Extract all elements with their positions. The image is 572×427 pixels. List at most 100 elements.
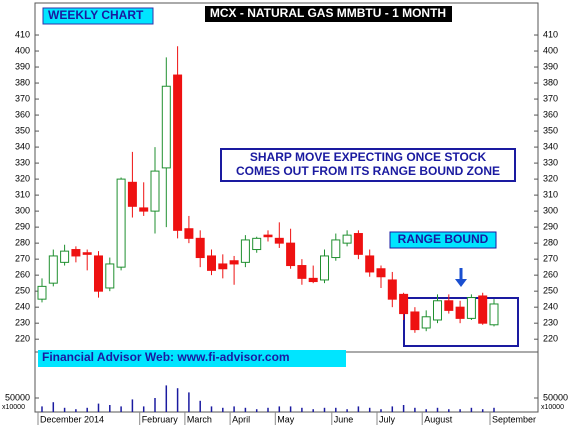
candle-body <box>263 234 273 238</box>
candle-body <box>320 255 329 281</box>
candle-body <box>127 181 137 207</box>
annotations: WEEKLY CHART MCX - NATURAL GAS MMBTU - 1… <box>38 6 516 367</box>
candle-body <box>274 237 284 244</box>
x-tick-label: May <box>277 414 295 424</box>
candle-body <box>365 255 375 273</box>
y-tick-label: 390 <box>543 61 558 71</box>
candle-body <box>466 297 476 319</box>
y-tick-label: 360 <box>15 109 30 119</box>
y-tick-label: 250 <box>15 286 30 296</box>
y-tick-label: 270 <box>543 254 558 264</box>
candle-body <box>297 265 307 279</box>
candle-body <box>342 234 352 244</box>
volume-unit: x10000 <box>541 404 564 411</box>
annotation: SHARP MOVE EXPECTING ONCE STOCK <box>250 150 487 164</box>
y-tick-label: 290 <box>543 222 558 232</box>
y-tick-label: 350 <box>543 125 558 135</box>
down-arrow <box>455 268 467 287</box>
y-tick-label: 350 <box>15 125 30 135</box>
range-box <box>403 297 519 347</box>
candle-body <box>331 239 341 259</box>
y-tick-label: 370 <box>15 93 30 103</box>
y-tick-label: 250 <box>543 286 558 296</box>
footer: Financial Advisor Web: www.fi-advisor.co… <box>42 350 290 364</box>
volume-unit: x10000 <box>2 404 25 411</box>
candle-body <box>286 242 296 267</box>
candle-body <box>184 228 194 239</box>
candle-body <box>173 74 183 231</box>
candle-body <box>399 293 409 315</box>
x-tick-label: February <box>142 414 179 424</box>
y-tick-label: 380 <box>543 77 558 87</box>
y-tick-label: 220 <box>543 334 558 344</box>
candle-body <box>60 250 70 263</box>
candle-body <box>116 178 126 268</box>
y-tick-label: 340 <box>15 141 30 151</box>
y-tick-label: 340 <box>543 141 558 151</box>
candle-body <box>94 255 103 292</box>
x-tick-label: July <box>379 414 396 424</box>
y-tick-label: 410 <box>543 29 558 39</box>
y-tick-label: 220 <box>15 334 30 344</box>
y-tick-label: 260 <box>15 270 30 280</box>
y-tick-label: 240 <box>15 302 30 312</box>
candle-body <box>229 260 239 265</box>
y-tick-label: 330 <box>543 157 558 167</box>
candle-body <box>240 239 250 263</box>
candle-body <box>489 303 499 326</box>
candle-body <box>105 263 115 289</box>
y-tick-label: 240 <box>543 302 558 312</box>
y-tick-label: 370 <box>543 93 558 103</box>
y-tick-label: 260 <box>543 270 558 280</box>
y-tick-label: 410 <box>15 29 30 39</box>
y-tick-label: 310 <box>15 189 30 199</box>
chart-title: MCX - NATURAL GAS MMBTU - 1 MONTH <box>210 6 446 20</box>
candle-body <box>218 263 228 270</box>
x-tick-label: June <box>334 414 354 424</box>
volume-tick-label: 50000 <box>5 392 30 402</box>
y-tick-label: 330 <box>15 157 30 167</box>
candle-body <box>455 306 465 319</box>
candle-body <box>48 255 58 284</box>
candle-body <box>444 300 454 311</box>
y-tick-label: 230 <box>15 318 30 328</box>
candle-body <box>195 237 205 259</box>
title-box <box>205 6 452 22</box>
candle-body <box>252 237 262 251</box>
candle-body <box>410 311 420 331</box>
label-box <box>42 7 154 25</box>
candle-body <box>82 252 92 255</box>
chart-label: WEEKLY CHART <box>48 8 144 22</box>
candle-body <box>421 316 431 329</box>
y-tick-label: 280 <box>15 238 30 248</box>
candle-body <box>433 300 442 321</box>
y-tick-label: 380 <box>15 77 30 87</box>
candle-body <box>308 277 318 283</box>
note-box <box>220 148 516 182</box>
y-tick-label: 360 <box>543 109 558 119</box>
candle-body <box>161 85 171 169</box>
x-tick-label: December 2014 <box>40 414 104 424</box>
candle-body <box>376 268 386 278</box>
x-tick-label: September <box>492 414 536 424</box>
x-tick-label: March <box>187 414 212 424</box>
zone-label-box <box>389 231 497 249</box>
y-tick-label: 300 <box>543 205 558 215</box>
zone-label: RANGE BOUND <box>398 232 489 246</box>
y-tick-label: 400 <box>15 45 30 55</box>
x-tick-label: August <box>424 414 453 424</box>
footer-box <box>38 350 346 367</box>
y-tick-label: 280 <box>543 238 558 248</box>
y-tick-label: 320 <box>15 173 30 183</box>
y-tick-label: 400 <box>543 45 558 55</box>
annotation: COMES OUT FROM ITS RANGE BOUND ZONE <box>236 164 500 178</box>
candle-body <box>150 170 160 212</box>
candle-body <box>478 295 488 324</box>
y-tick-label: 270 <box>15 254 30 264</box>
candle-body <box>387 279 397 300</box>
candle-body <box>353 233 363 255</box>
x-tick-label: April <box>232 414 250 424</box>
candle-body <box>139 207 149 212</box>
y-tick-label: 390 <box>15 61 30 71</box>
